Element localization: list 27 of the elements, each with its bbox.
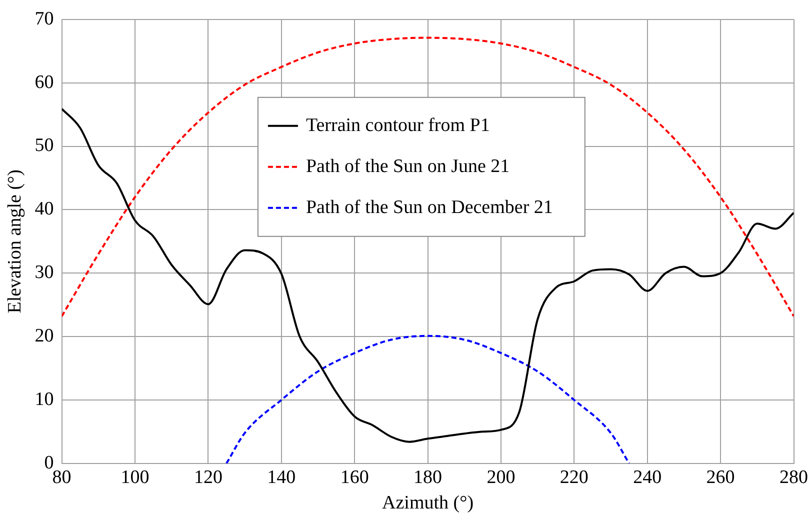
x-tick-label: 260 (706, 466, 735, 488)
y-tick-label: 10 (34, 388, 54, 410)
x-tick-label: 80 (52, 466, 72, 488)
x-tick-label: 140 (267, 466, 296, 488)
x-tick-label: 100 (120, 466, 150, 488)
y-tick-label: 30 (34, 262, 54, 284)
legend-label: Path of the Sun on December 21 (306, 196, 553, 218)
y-axis-title: Elevation angle (°) (4, 170, 26, 314)
legend-label: Path of the Sun on June 21 (306, 156, 510, 177)
line-series (62, 36, 794, 318)
legend-label: Terrain contour from P1 (306, 114, 490, 136)
line-series (225, 334, 630, 464)
x-tick-label: 180 (414, 466, 442, 488)
y-tick-label: 70 (34, 8, 54, 30)
x-tick-label: 120 (194, 466, 222, 488)
x-tick-label: 160 (340, 466, 369, 488)
x-tick-label: 240 (633, 466, 662, 488)
x-axis-title: Azimuth (°) (382, 492, 474, 514)
y-tick-label: 40 (34, 198, 54, 220)
line-series (62, 108, 794, 443)
y-tick-label: 60 (34, 72, 54, 93)
y-tick-label: 0 (44, 452, 54, 474)
x-tick-label: 280 (780, 466, 808, 488)
x-tick-label: 200 (486, 466, 516, 488)
y-tick-label: 20 (34, 326, 54, 347)
y-tick-label: 50 (34, 135, 54, 156)
x-tick-label: 220 (560, 466, 588, 488)
